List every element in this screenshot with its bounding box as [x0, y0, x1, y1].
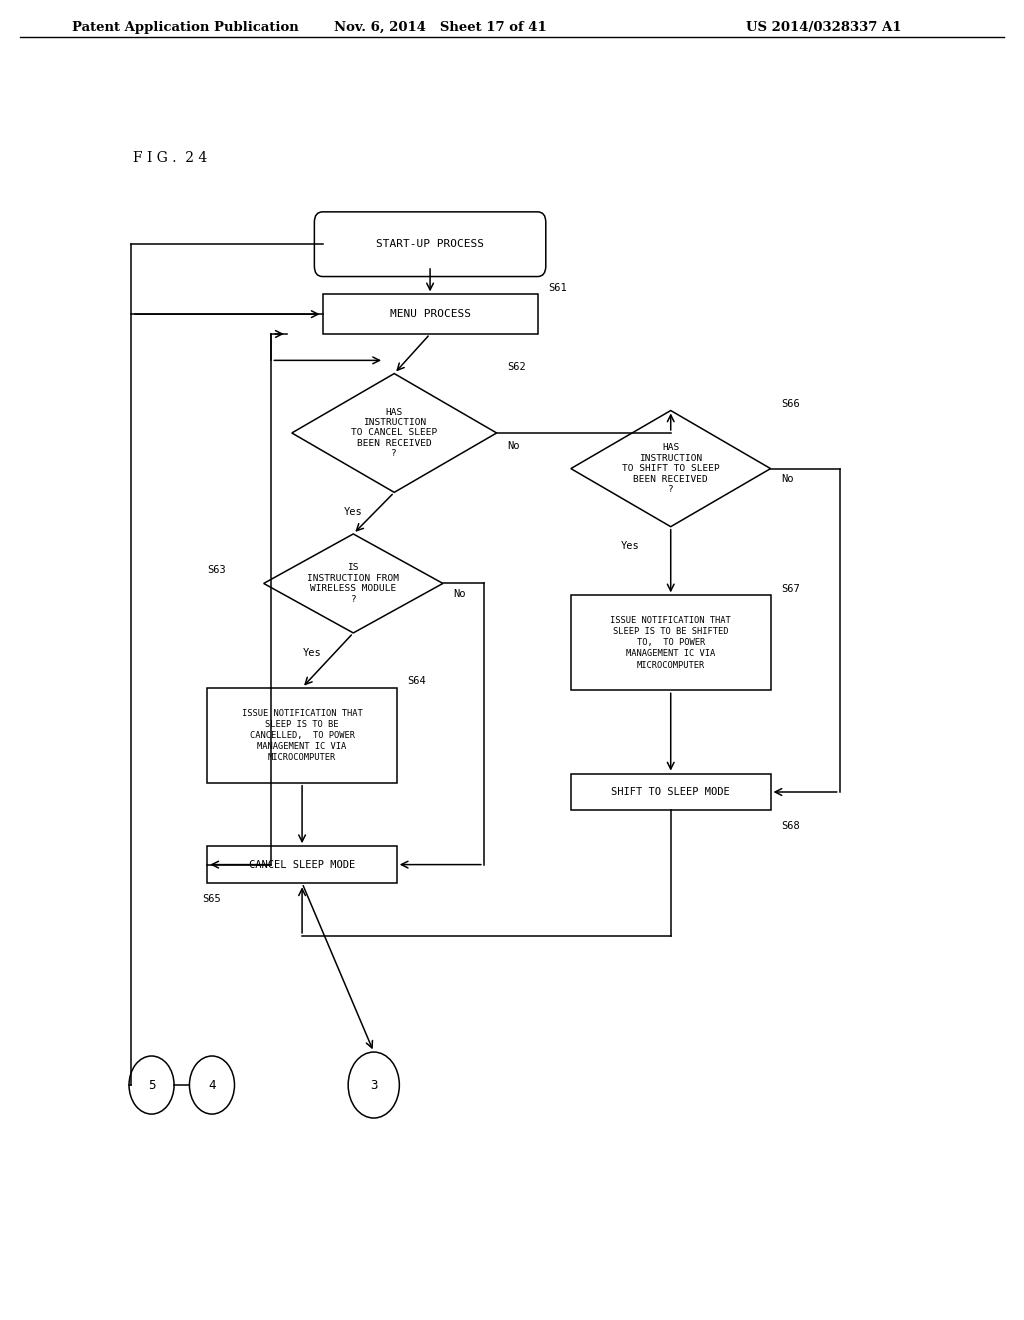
Text: 3: 3	[370, 1078, 378, 1092]
Circle shape	[348, 1052, 399, 1118]
Text: US 2014/0328337 A1: US 2014/0328337 A1	[745, 21, 901, 34]
Text: S68: S68	[781, 821, 800, 832]
Text: ISSUE NOTIFICATION THAT
SLEEP IS TO BE SHIFTED
TO,  TO POWER
MANAGEMENT IC VIA
M: ISSUE NOTIFICATION THAT SLEEP IS TO BE S…	[610, 616, 731, 669]
Text: IS
INSTRUCTION FROM
WIRELESS MODULE
?: IS INSTRUCTION FROM WIRELESS MODULE ?	[307, 564, 399, 603]
Text: MENU PROCESS: MENU PROCESS	[389, 309, 471, 319]
Polygon shape	[292, 374, 497, 492]
Polygon shape	[263, 533, 442, 632]
Text: No: No	[781, 474, 794, 484]
FancyBboxPatch shape	[207, 846, 396, 883]
Text: HAS
INSTRUCTION
TO SHIFT TO SLEEP
BEEN RECEIVED
?: HAS INSTRUCTION TO SHIFT TO SLEEP BEEN R…	[622, 444, 720, 494]
Text: S67: S67	[781, 583, 800, 594]
Text: Yes: Yes	[621, 541, 639, 552]
Text: Nov. 6, 2014   Sheet 17 of 41: Nov. 6, 2014 Sheet 17 of 41	[334, 21, 547, 34]
Circle shape	[189, 1056, 234, 1114]
Text: 5: 5	[147, 1078, 156, 1092]
Circle shape	[129, 1056, 174, 1114]
Text: ISSUE NOTIFICATION THAT
SLEEP IS TO BE
CANCELLED,  TO POWER
MANAGEMENT IC VIA
MI: ISSUE NOTIFICATION THAT SLEEP IS TO BE C…	[242, 709, 362, 762]
FancyBboxPatch shape	[314, 211, 546, 277]
Text: Yes: Yes	[344, 507, 362, 517]
Text: S61: S61	[548, 282, 566, 293]
FancyBboxPatch shape	[207, 688, 396, 783]
Text: No: No	[507, 441, 519, 451]
Text: SHIFT TO SLEEP MODE: SHIFT TO SLEEP MODE	[611, 787, 730, 797]
Text: Yes: Yes	[303, 648, 322, 657]
FancyBboxPatch shape	[571, 774, 770, 810]
Text: F I G .  2 4: F I G . 2 4	[133, 152, 208, 165]
Text: S64: S64	[407, 676, 426, 686]
Text: S62: S62	[507, 362, 525, 372]
Polygon shape	[571, 411, 771, 527]
Text: Patent Application Publication: Patent Application Publication	[72, 21, 298, 34]
Text: CANCEL SLEEP MODE: CANCEL SLEEP MODE	[249, 859, 355, 870]
Text: S66: S66	[781, 399, 800, 409]
FancyBboxPatch shape	[323, 294, 538, 334]
FancyBboxPatch shape	[571, 595, 770, 690]
Text: HAS
INSTRUCTION
TO CANCEL SLEEP
BEEN RECEIVED
?: HAS INSTRUCTION TO CANCEL SLEEP BEEN REC…	[351, 408, 437, 458]
Text: 4: 4	[208, 1078, 216, 1092]
Text: S65: S65	[202, 894, 221, 904]
Text: START-UP PROCESS: START-UP PROCESS	[376, 239, 484, 249]
Text: S63: S63	[207, 565, 226, 576]
Text: No: No	[453, 589, 466, 599]
